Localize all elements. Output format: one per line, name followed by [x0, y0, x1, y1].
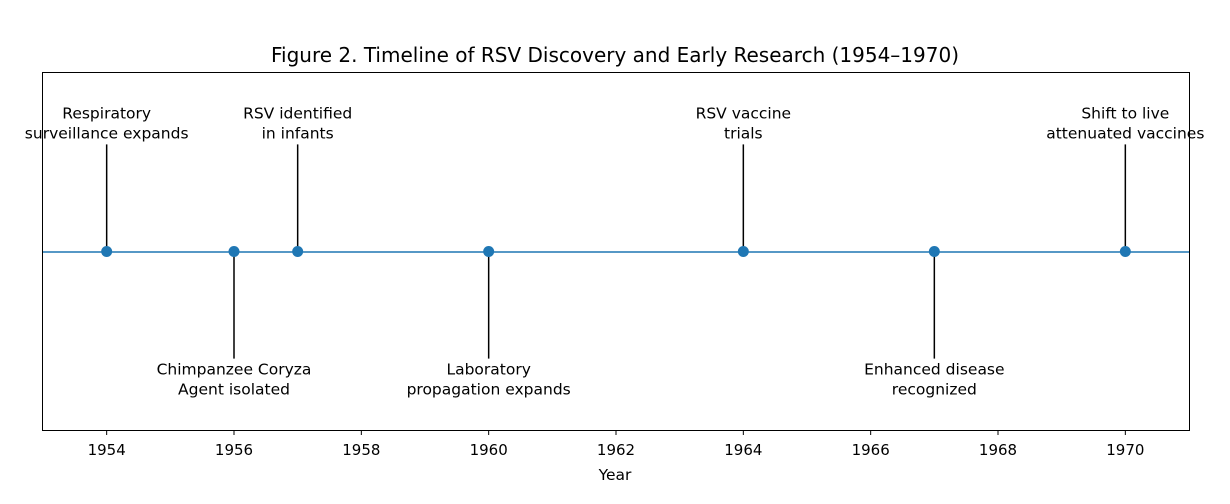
x-tick-label: 1970 — [1106, 441, 1144, 459]
event-label: trials — [724, 124, 763, 142]
event-marker — [928, 246, 940, 257]
x-tick-label: 1962 — [597, 441, 635, 459]
x-tick-label: 1968 — [979, 441, 1017, 459]
x-tick-label: 1958 — [342, 441, 380, 459]
stems-layer — [105, 144, 1127, 359]
event-marker — [737, 246, 749, 257]
event-label: in infants — [262, 124, 334, 142]
event-label: RSV vaccine — [696, 104, 792, 122]
x-tick-label: 1964 — [724, 441, 762, 459]
event-marker — [292, 246, 304, 257]
x-axis: 1954 1956 1958 1960 1962 1964 1966 1968 1970 — [88, 430, 1144, 459]
x-tick-label: 1960 — [470, 441, 508, 459]
x-tick-label: 1954 — [88, 441, 126, 459]
event-marker — [228, 246, 240, 257]
x-tick-label: 1966 — [852, 441, 890, 459]
event-label: attenuated vaccines — [1046, 124, 1204, 142]
event-marker — [101, 246, 113, 257]
event-label: RSV identified — [243, 104, 352, 122]
x-axis-label: Year — [598, 466, 632, 484]
markers-layer — [101, 246, 1131, 257]
event-label: Shift to live — [1081, 104, 1169, 122]
event-labels-layer: Respiratory surveillance expands Chimpanze… — [25, 104, 1205, 398]
event-label: Chimpanzee Coryza — [157, 361, 312, 379]
event-label: Enhanced disease — [864, 361, 1004, 379]
event-label: propagation expands — [407, 381, 571, 399]
event-label: Laboratory — [446, 361, 530, 379]
event-label: surveillance expands — [25, 124, 189, 142]
event-marker — [1119, 246, 1131, 257]
x-tick-label: 1956 — [215, 441, 253, 459]
event-label: recognized — [892, 381, 977, 399]
chart-title: Figure 2. Timeline of RSV Discovery and … — [271, 43, 959, 67]
event-marker — [483, 246, 495, 257]
event-label: Respiratory — [62, 104, 151, 122]
event-label: Agent isolated — [178, 381, 290, 399]
